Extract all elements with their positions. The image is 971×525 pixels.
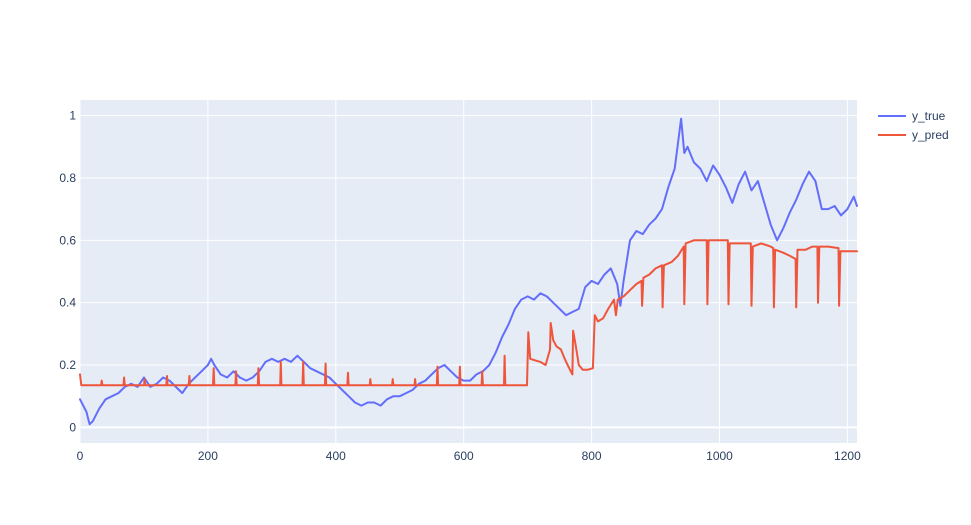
- y-tick-label: 0.2: [59, 358, 76, 372]
- y-axis-ticks: 0 0.2 0.4 0.6 0.8 1: [59, 109, 76, 435]
- series-layer: [79, 117, 858, 426]
- plot-background: [80, 100, 857, 443]
- legend-item-y-true[interactable]: y_true: [878, 109, 946, 123]
- x-axis-ticks: 0 200 400 600 800 1000 1200: [77, 449, 861, 463]
- legend-label: y_true: [912, 109, 946, 123]
- legend-label: y_pred: [912, 128, 949, 142]
- y-tick-label: 0.6: [59, 233, 76, 247]
- series-line-y-pred: [79, 239, 858, 387]
- x-tick-label: 200: [198, 449, 218, 463]
- series-line-y-true: [79, 117, 858, 426]
- x-tick-label: 800: [582, 449, 602, 463]
- y-tick-label: 0.4: [59, 296, 76, 310]
- legend[interactable]: y_true y_pred: [878, 109, 949, 142]
- y-tick-label: 0: [69, 420, 76, 434]
- y-tick-label: 1: [69, 109, 76, 123]
- y-tick-label: 0.8: [59, 171, 76, 185]
- x-tick-label: 600: [454, 449, 474, 463]
- legend-item-y-pred[interactable]: y_pred: [878, 128, 949, 142]
- x-tick-label: 400: [326, 449, 346, 463]
- x-tick-label: 0: [77, 449, 84, 463]
- x-tick-label: 1000: [706, 449, 733, 463]
- x-gridlines: [79, 100, 848, 443]
- x-tick-label: 1200: [834, 449, 861, 463]
